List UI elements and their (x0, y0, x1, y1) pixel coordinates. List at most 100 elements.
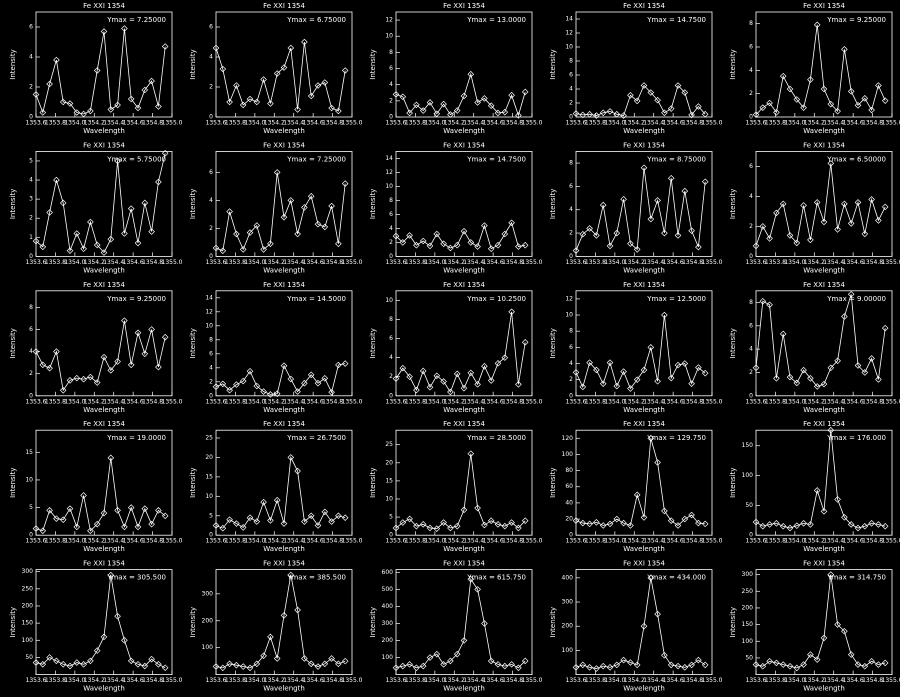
diamond-marker (73, 374, 81, 382)
x-tick-label: 1354.4 (463, 259, 484, 266)
diamond-marker (508, 308, 515, 316)
y-tick-label: 50 (25, 654, 33, 661)
diamond-marker (287, 197, 295, 204)
diamond-marker (287, 454, 295, 461)
diamond-marker (494, 109, 502, 117)
diamond-marker (80, 661, 87, 668)
x-tick-label: 1354.2 (804, 398, 825, 405)
diamond-marker (32, 659, 40, 666)
y-tick-label: 6 (209, 24, 213, 31)
plot-frame (755, 150, 893, 257)
diamond-marker (321, 223, 329, 231)
diamond-marker (440, 100, 447, 108)
x-tick-label: 1353.8 (585, 259, 606, 266)
diamond-marker (134, 104, 142, 112)
diamond-marker (212, 522, 220, 529)
x-axis-label: Wavelength (803, 266, 845, 274)
x-tick-label: 1354.0 (604, 120, 625, 127)
diamond-marker (453, 241, 461, 249)
diamond-marker (273, 655, 281, 662)
y-axis-label: Intensity (549, 607, 557, 637)
diamond-marker (807, 76, 814, 83)
chart-title: Fe XXI 1354 (623, 141, 665, 149)
x-tick-label: 1355.0 (882, 677, 900, 684)
y-tick-label: 80 (565, 467, 573, 474)
x-tick-label: 1353.8 (585, 677, 606, 684)
spectrum-line (575, 314, 706, 390)
diamond-marker (881, 324, 889, 332)
plot-frame (215, 150, 353, 257)
diamond-marker (487, 517, 495, 525)
diamond-marker (59, 386, 67, 394)
x-tick-label: 1354.0 (784, 538, 805, 545)
diamond-marker (321, 508, 329, 516)
diamond-marker (121, 636, 128, 644)
diamond-marker (273, 169, 281, 176)
x-tick-label: 1353.6 (26, 259, 47, 266)
diamond-marker (674, 232, 682, 239)
diamond-marker (447, 111, 454, 118)
chart-title: Fe XXI 1354 (443, 281, 485, 289)
x-axis-label: Wavelength (803, 685, 845, 693)
diamond-marker (647, 574, 655, 582)
diamond-marker (335, 512, 342, 520)
diamond-marker (501, 662, 509, 670)
y-axis-label: Intensity (549, 49, 557, 79)
x-tick-label: 1354.2 (804, 120, 825, 127)
diamond-marker (515, 524, 522, 532)
y-tick-label: 0 (29, 114, 33, 121)
x-axis-label: Wavelength (263, 545, 305, 553)
diamond-marker (127, 504, 135, 511)
diamond-marker (39, 361, 47, 369)
diamond-marker (813, 487, 821, 494)
x-tick-label: 1353.8 (405, 120, 426, 127)
x-tick-label: 1355.0 (522, 259, 543, 266)
y-tick-label: 500 (382, 586, 394, 593)
diamond-marker (766, 521, 773, 528)
diamond-marker (494, 360, 502, 367)
y-tick-label: 15 (385, 477, 393, 484)
diamond-marker (93, 379, 101, 386)
diamond-marker (606, 108, 614, 115)
diamond-marker (515, 112, 522, 119)
diamond-marker (460, 506, 468, 514)
x-tick-label: 1353.6 (746, 677, 767, 684)
diamond-marker (681, 515, 689, 523)
diamond-marker (834, 621, 841, 628)
diamond-marker (674, 662, 682, 670)
diamond-marker (453, 650, 461, 658)
diamond-marker (834, 107, 841, 115)
diamond-marker (301, 38, 308, 46)
diamond-marker (53, 515, 60, 522)
y-tick-label: 6 (569, 72, 573, 79)
diamond-marker (881, 97, 889, 104)
diamond-marker (593, 112, 600, 119)
y-tick-label: 4 (29, 54, 33, 61)
x-tick-label: 1354.0 (424, 398, 445, 405)
y-tick-label: 0 (389, 392, 393, 399)
x-tick-label: 1354.0 (784, 120, 805, 127)
x-axis-label: Wavelength (443, 127, 485, 135)
y-axis-label: Intensity (189, 328, 197, 358)
x-tick-label: 1354.4 (283, 259, 304, 266)
y-tick-label: 6 (389, 211, 393, 218)
diamond-marker (433, 525, 441, 532)
diamond-marker (267, 240, 274, 248)
x-tick-label: 1353.8 (405, 538, 426, 545)
diamond-marker (695, 364, 702, 371)
diamond-marker (87, 527, 94, 535)
chart-title: Fe XXI 1354 (803, 141, 845, 149)
diamond-marker (73, 523, 81, 531)
ymax-annotation: Ymax = 14.7500 (646, 16, 706, 24)
diamond-marker (847, 521, 855, 528)
diamond-marker (273, 390, 281, 397)
diamond-marker (246, 95, 254, 103)
diamond-marker (813, 21, 821, 29)
x-tick-label: 1354.6 (843, 677, 864, 684)
diamond-marker (861, 95, 869, 102)
diamond-marker (759, 104, 767, 111)
x-tick-label: 1354.2 (624, 677, 645, 684)
y-tick-label: 0 (749, 253, 753, 260)
y-tick-label: 4 (389, 354, 393, 361)
x-tick-label: 1354.4 (463, 677, 484, 684)
